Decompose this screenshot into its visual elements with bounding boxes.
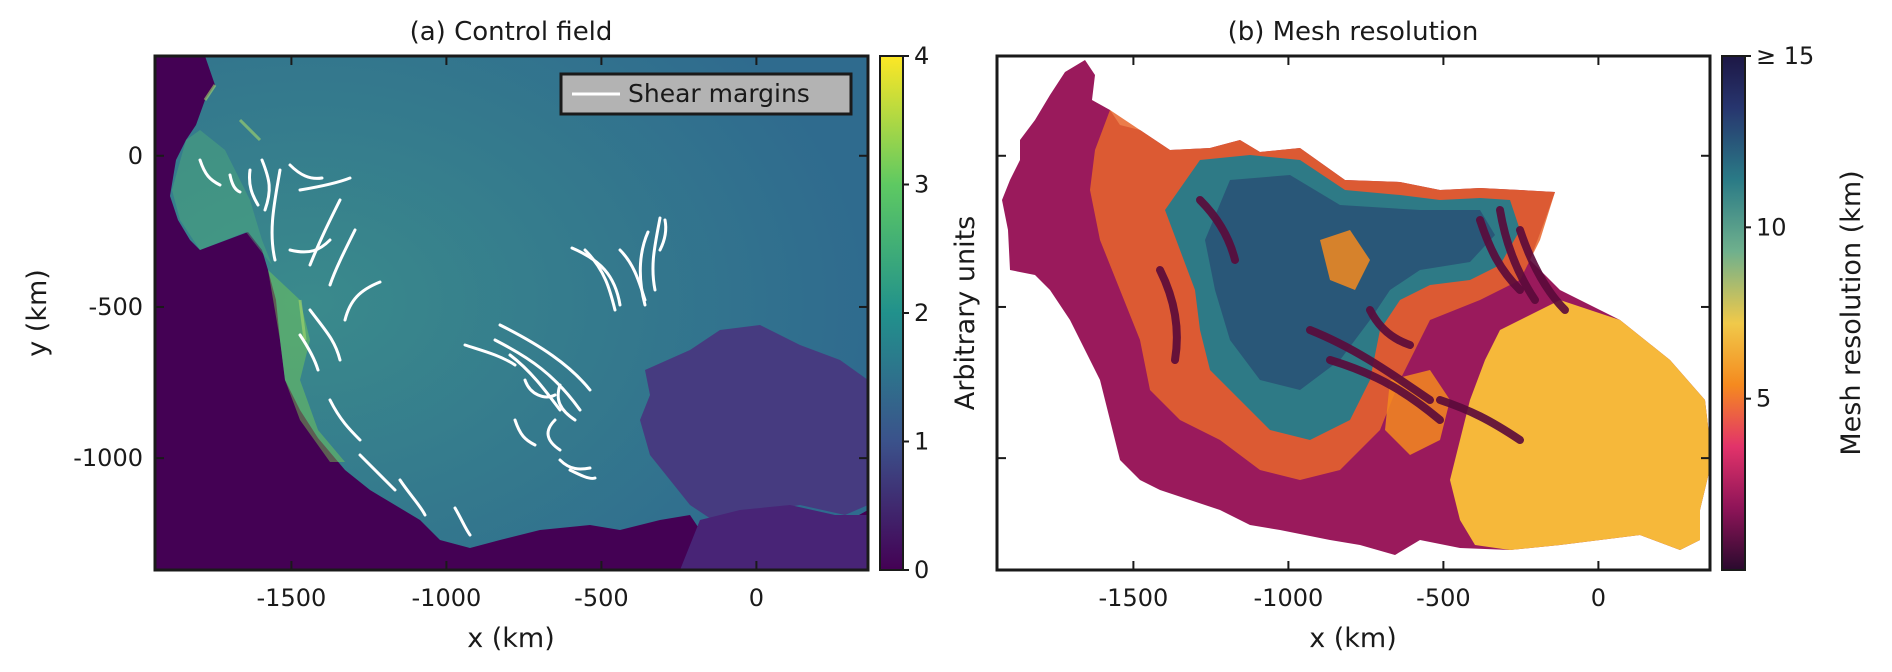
x-tick-label: -1500 xyxy=(1099,584,1169,612)
colorbar-tick-label: 5 xyxy=(1756,385,1771,413)
colorbar-tick-label: ≥ 15 xyxy=(1756,42,1814,70)
colorbar-tick-label: 4 xyxy=(914,42,929,70)
panel-a-colorbar-label: Arbitrary units xyxy=(950,216,981,410)
y-tick-label: -1000 xyxy=(73,444,143,472)
panel-a-y-ticks: 0 -500 -1000 xyxy=(73,142,868,472)
panel-control-field: (a) Control field xyxy=(22,17,981,654)
panel-b-colorbar: 5 10 ≥ 15 Mesh resolution (km) xyxy=(1721,42,1867,571)
colorbar-tick-label: 10 xyxy=(1756,213,1787,241)
panel-b-plot-area xyxy=(997,56,1710,570)
panel-a-coastal-band-2 xyxy=(268,270,345,462)
panel-b-y-ticks xyxy=(997,154,1710,460)
x-tick-label: -1000 xyxy=(412,584,482,612)
panel-b-fine-resolution xyxy=(1450,300,1710,550)
panel-b-x-label: x (km) xyxy=(1309,623,1397,654)
panel-a-x-ticks: -1500 -1000 -500 0 xyxy=(257,56,764,612)
panel-a-y-label: y (km) xyxy=(22,269,53,357)
shear-margin-lines xyxy=(198,158,668,537)
colorbar-tick-label: 1 xyxy=(914,428,929,456)
panel-b-frame xyxy=(995,54,1712,572)
panel-a-title: (a) Control field xyxy=(410,17,613,47)
x-tick-label: 0 xyxy=(1591,584,1606,612)
colorbar-tick-label: 3 xyxy=(914,171,929,199)
panel-a-ice-shelf xyxy=(640,325,868,525)
panel-b-glacier-streams xyxy=(1156,196,1569,444)
x-tick-label: -500 xyxy=(1416,584,1470,612)
panel-a-colorbar: 0 1 2 3 4 Arbitrary units xyxy=(879,42,981,584)
panel-b-title: (b) Mesh resolution xyxy=(1228,17,1479,47)
x-tick-label: -1500 xyxy=(257,584,327,612)
colorbar-tick-label: 2 xyxy=(914,299,929,327)
x-tick-label: -1000 xyxy=(1254,584,1324,612)
panel-a-plot-area: Shear margins xyxy=(155,56,868,570)
panel-b-colorbar-label: Mesh resolution (km) xyxy=(1836,170,1867,455)
y-tick-label: -500 xyxy=(89,293,143,321)
panel-a-frame xyxy=(153,54,870,572)
x-tick-label: 0 xyxy=(749,584,764,612)
panel-a-legend: Shear margins xyxy=(559,72,853,116)
panel-a-coastal-band xyxy=(172,130,272,265)
y-tick-label: 0 xyxy=(128,142,143,170)
panel-a-bright-ridge xyxy=(203,84,307,341)
panel-b-colorbar-ticks: 5 10 ≥ 15 xyxy=(1745,42,1814,413)
panel-a-ice-shelf-edge xyxy=(680,505,868,570)
colorbar-tick-label: 0 xyxy=(914,556,929,584)
panel-b-orange-patch xyxy=(1320,230,1370,290)
x-tick-label: -500 xyxy=(574,584,628,612)
panel-mesh-resolution: (b) Mesh resolution xyxy=(995,17,1867,654)
panel-a-colorbar-gradient xyxy=(879,55,904,571)
legend-label-shear-margins: Shear margins xyxy=(628,79,810,108)
panel-b-colorbar-gradient xyxy=(1721,55,1746,571)
panel-a-colorbar-ticks: 0 1 2 3 4 xyxy=(903,42,929,584)
panel-b-x-ticks: -1500 -1000 -500 0 xyxy=(1099,56,1606,612)
panel-a-x-label: x (km) xyxy=(467,623,555,654)
